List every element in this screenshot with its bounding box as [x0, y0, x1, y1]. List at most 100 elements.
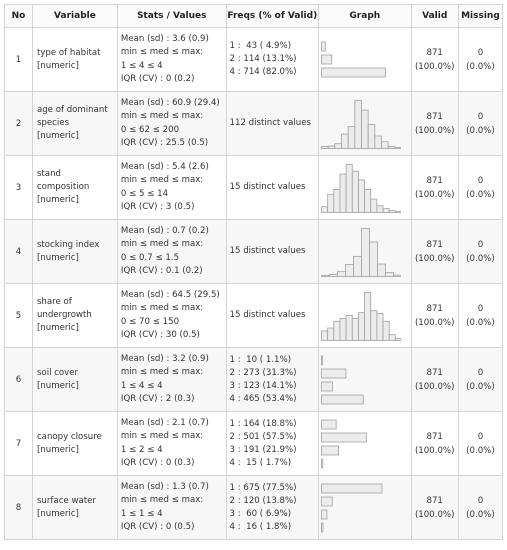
valid-percent: (100.0%)	[414, 509, 455, 520]
valid-count: 871	[426, 495, 443, 506]
histogram-bar	[388, 209, 396, 213]
missing-count: 0	[477, 47, 484, 58]
graph-bar	[321, 509, 328, 519]
table-row: 6 soil cover [numeric] Mean (sd) : 3.2 (0.9…	[4, 347, 504, 412]
stats-cell: Mean (sd) : 2.1 (0.7) min ≤ med ≤ max: 1 ≤…	[116, 411, 227, 476]
valid-percent: (100.0%)	[414, 61, 455, 72]
graph-cell	[318, 347, 412, 412]
freq-line: 4 : 16 ( 1.8%)	[229, 521, 292, 532]
histogram-bar	[382, 320, 390, 341]
stats-line: IQR (CV) : 25.5 (0.5)	[120, 138, 209, 148]
missing-percent: (0.0%)	[466, 125, 495, 136]
variable-type: [numeric]	[36, 131, 79, 141]
histogram-bar	[345, 263, 354, 277]
stats-line: 1 ≤ 4 ≤ 4	[120, 60, 163, 71]
row-number: 4	[4, 219, 33, 284]
freqs-cell: 15 distinct values	[225, 155, 320, 220]
stats-line: min ≤ med ≤ max:	[120, 303, 204, 313]
stats-line: Mean (sd) : 1.3 (0.7)	[120, 481, 209, 492]
graph-bar	[321, 381, 333, 391]
valid-cell: 871 (100.0%)	[410, 27, 459, 92]
stats-cell: Mean (sd) : 0.7 (0.2) min ≤ med ≤ max: 0 ≤…	[116, 219, 227, 284]
stats-line: IQR (CV) : 0 (0.5)	[120, 522, 195, 532]
freq-line: 4 : 714 (82.0%)	[229, 67, 297, 77]
mini-graph	[321, 227, 402, 277]
histogram-bar	[385, 271, 394, 277]
valid-cell: 871 (100.0%)	[410, 411, 459, 476]
graph-cell	[318, 219, 412, 284]
stats-line: Mean (sd) : 0.7 (0.2)	[120, 225, 209, 236]
valid-percent: (100.0%)	[414, 189, 455, 200]
graph-bar	[321, 419, 337, 429]
missing-count: 0	[477, 495, 484, 506]
histogram-bar	[337, 270, 346, 277]
variable-type: [numeric]	[36, 508, 79, 519]
histogram-bar	[345, 163, 353, 213]
valid-count: 871	[426, 111, 443, 122]
variable-type: [numeric]	[36, 60, 79, 71]
valid-cell: 871 (100.0%)	[410, 155, 459, 220]
row-number: 3	[4, 155, 33, 220]
stats-line: IQR (CV) : 0 (0.2)	[120, 74, 195, 84]
row-number: 1	[4, 27, 33, 92]
histogram-bar	[369, 241, 378, 277]
freqs-cell: 112 distinct values	[225, 91, 320, 156]
histogram-bar	[387, 145, 396, 149]
graph-bar	[321, 67, 386, 78]
histogram-bar	[364, 291, 372, 341]
histogram-bar	[376, 204, 384, 213]
histogram-bar	[339, 173, 347, 213]
histogram-bar	[388, 333, 396, 341]
table-row: 5 share of undergrowth [numeric] Mean (sd) …	[4, 283, 504, 348]
stats-line: Mean (sd) : 3.6 (0.9)	[120, 33, 209, 44]
missing-cell: 0 (0.0%)	[457, 347, 504, 412]
graph-cell	[318, 91, 412, 156]
missing-percent: (0.0%)	[466, 253, 495, 264]
histogram-bar	[333, 188, 341, 213]
stats-cell: Mean (sd) : 3.6 (0.9) min ≤ med ≤ max: 1 ≤…	[116, 27, 227, 92]
missing-percent: (0.0%)	[466, 317, 495, 328]
row-number: 6	[4, 347, 33, 412]
stats-line: min ≤ med ≤ max:	[120, 47, 204, 57]
histogram-bar	[354, 99, 362, 149]
histogram-bar	[353, 255, 362, 277]
stats-line: 0 ≤ 0.7 ≤ 1.5	[120, 252, 180, 263]
stats-line: min ≤ med ≤ max:	[120, 239, 204, 249]
missing-cell: 0 (0.0%)	[457, 475, 504, 540]
histogram-bar	[361, 227, 370, 277]
header-stats: Stats / Values	[116, 4, 227, 28]
freq-line: 3 : 123 (14.1%)	[229, 380, 297, 391]
stats-line: 1 ≤ 4 ≤ 4	[120, 380, 163, 391]
valid-cell: 871 (100.0%)	[410, 219, 459, 284]
header-row: No Variable Stats / Values Freqs (% of V…	[4, 4, 504, 28]
valid-percent: (100.0%)	[414, 381, 455, 392]
freq-line: 1 : 43 ( 4.9%)	[229, 41, 292, 51]
stats-line: min ≤ med ≤ max:	[120, 495, 204, 505]
row-number: 8	[4, 475, 33, 540]
missing-cell: 0 (0.0%)	[457, 91, 504, 156]
freq-line: 3 : 60 ( 6.9%)	[229, 508, 292, 519]
stats-cell: Mean (sd) : 3.2 (0.9) min ≤ med ≤ max: 1 ≤…	[116, 347, 227, 412]
stats-line: IQR (CV) : 0 (0.3)	[120, 458, 195, 468]
histogram-bar	[351, 170, 359, 213]
variable-type: [numeric]	[36, 323, 79, 333]
variable-cell: share of undergrowth [numeric]	[31, 283, 118, 348]
missing-cell: 0 (0.0%)	[457, 27, 504, 92]
missing-cell: 0 (0.0%)	[457, 283, 504, 348]
missing-percent: (0.0%)	[466, 509, 495, 520]
missing-cell: 0 (0.0%)	[457, 219, 504, 284]
missing-count: 0	[477, 367, 484, 378]
stats-line: min ≤ med ≤ max:	[120, 111, 204, 121]
missing-count: 0	[477, 431, 484, 442]
histogram-bar	[382, 207, 390, 213]
header-graph: Graph	[318, 4, 412, 28]
freqs-block: 1 : 10 ( 1.1%) 2 : 273 (31.3%) 3 : 123 (14…	[230, 354, 316, 406]
freq-line: 112 distinct values	[229, 118, 311, 128]
freq-line: 15 distinct values	[229, 182, 306, 192]
histogram-bar	[333, 320, 341, 341]
freq-line: 4 : 15 ( 1.7%)	[229, 457, 292, 468]
summary-table: No Variable Stats / Values Freqs (% of V…	[4, 4, 504, 540]
variable-name: canopy closure	[36, 431, 102, 442]
mini-graph	[321, 419, 367, 468]
freq-line: 1 : 675 (77.5%)	[229, 482, 297, 493]
